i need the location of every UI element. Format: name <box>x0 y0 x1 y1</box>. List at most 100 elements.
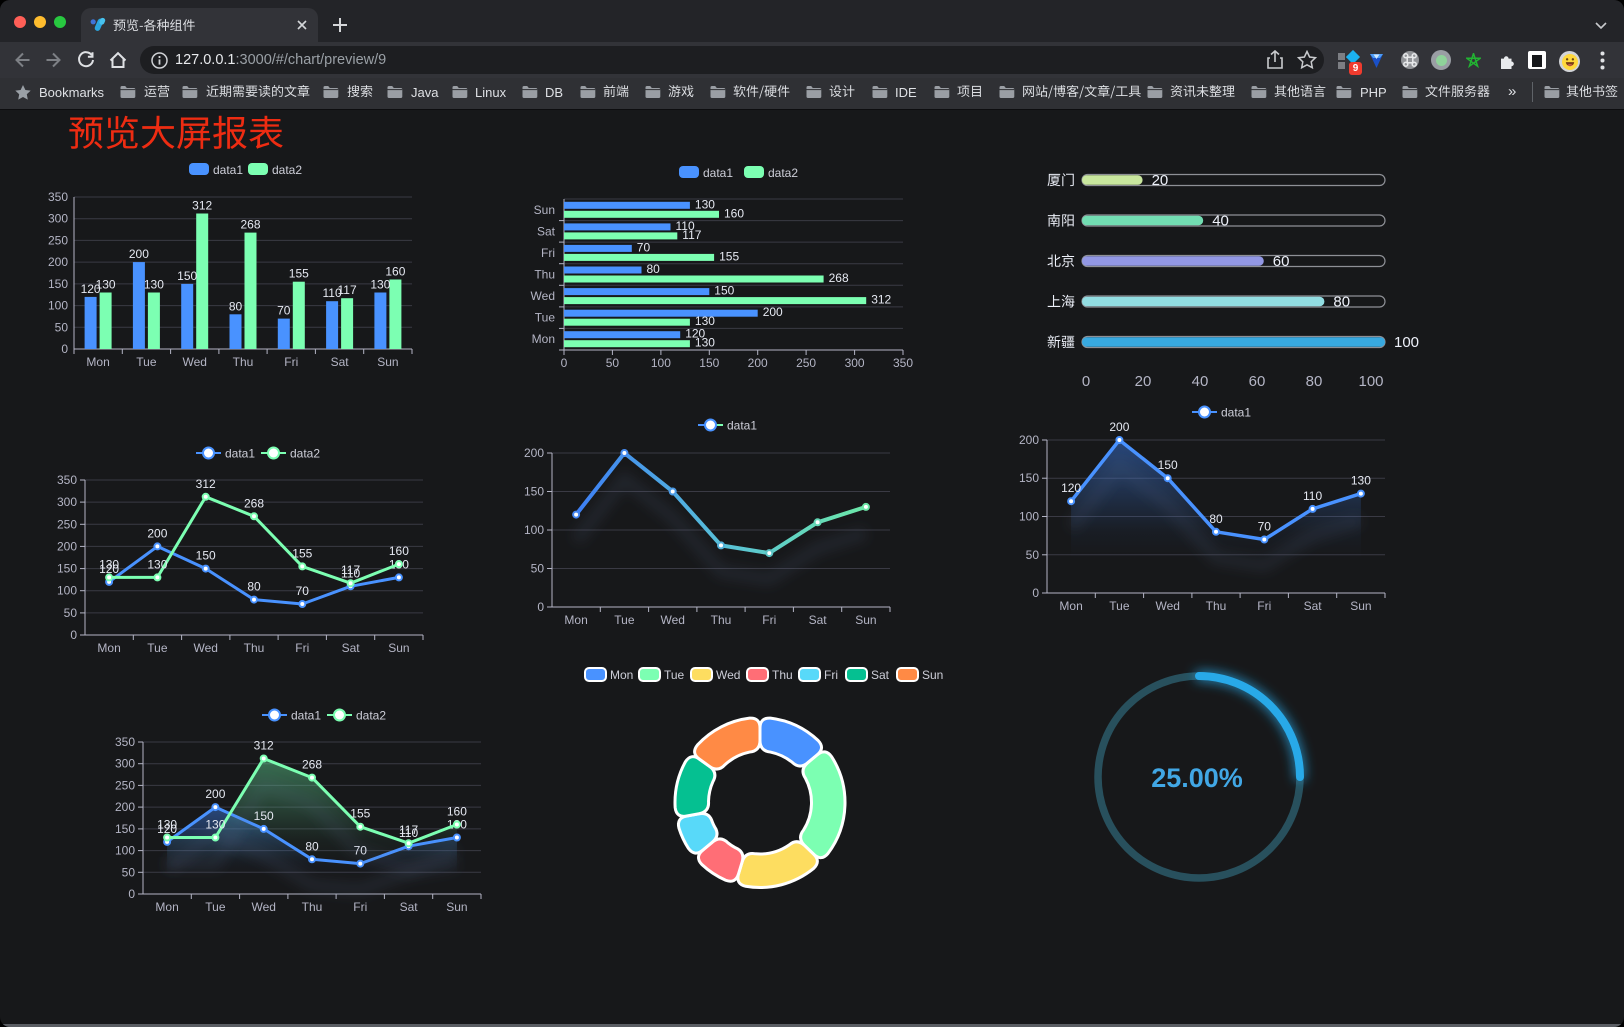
svg-text:Wed: Wed <box>193 641 217 655</box>
svg-text:Sat: Sat <box>1304 599 1323 613</box>
svg-text:312: 312 <box>871 293 891 307</box>
svg-text:Thu: Thu <box>302 900 323 914</box>
svg-text:data1: data1 <box>727 419 757 433</box>
svg-text:70: 70 <box>1258 520 1272 534</box>
svg-text:100: 100 <box>48 299 68 313</box>
svg-text:Fri: Fri <box>295 641 309 655</box>
svg-text:312: 312 <box>254 739 274 753</box>
svg-text:268: 268 <box>244 496 264 510</box>
svg-text:200: 200 <box>748 356 768 370</box>
svg-text:100: 100 <box>1394 334 1419 351</box>
svg-text:0: 0 <box>1032 586 1039 600</box>
svg-text:50: 50 <box>606 356 620 370</box>
svg-text:40: 40 <box>1192 373 1209 390</box>
svg-text:150: 150 <box>196 549 216 563</box>
svg-text:Tue: Tue <box>147 641 168 655</box>
svg-text:150: 150 <box>177 269 197 283</box>
svg-text:268: 268 <box>829 271 849 285</box>
svg-text:120: 120 <box>1061 481 1081 495</box>
svg-text:150: 150 <box>1158 458 1178 472</box>
svg-text:130: 130 <box>695 197 715 211</box>
svg-text:60: 60 <box>1273 253 1290 270</box>
svg-text:data2: data2 <box>290 447 320 461</box>
svg-text:200: 200 <box>1109 420 1129 434</box>
svg-text:Sat: Sat <box>331 355 350 369</box>
svg-text:Wed: Wed <box>716 668 740 682</box>
svg-text:200: 200 <box>205 787 225 801</box>
svg-text:120: 120 <box>99 562 119 576</box>
svg-text:160: 160 <box>447 805 467 819</box>
svg-text:Mon: Mon <box>610 668 633 682</box>
svg-text:Thu: Thu <box>244 641 265 655</box>
svg-text:60: 60 <box>1249 373 1266 390</box>
svg-text:data1: data1 <box>213 163 243 177</box>
svg-text:250: 250 <box>48 233 68 247</box>
svg-text:20: 20 <box>1152 172 1169 189</box>
svg-text:80: 80 <box>305 839 319 853</box>
svg-text:250: 250 <box>796 356 816 370</box>
svg-text:data1: data1 <box>703 166 733 180</box>
svg-text:Sun: Sun <box>855 613 876 627</box>
svg-text:data2: data2 <box>272 163 302 177</box>
svg-text:Fri: Fri <box>1257 599 1271 613</box>
svg-text:Sat: Sat <box>809 613 828 627</box>
svg-text:300: 300 <box>57 495 77 509</box>
svg-text:120: 120 <box>81 282 101 296</box>
svg-text:350: 350 <box>48 190 68 204</box>
svg-text:110: 110 <box>676 219 695 233</box>
svg-text:100: 100 <box>57 584 77 598</box>
svg-text:160: 160 <box>389 544 409 558</box>
svg-text:300: 300 <box>48 212 68 226</box>
svg-text:Sun: Sun <box>1350 599 1371 613</box>
svg-text:120: 120 <box>685 327 705 341</box>
svg-text:160: 160 <box>724 206 744 220</box>
svg-text:130: 130 <box>695 314 715 328</box>
svg-text:Mon: Mon <box>97 641 120 655</box>
svg-text:155: 155 <box>289 267 309 281</box>
svg-text:70: 70 <box>277 304 291 318</box>
svg-text:100: 100 <box>524 523 544 537</box>
svg-text:Mon: Mon <box>155 900 178 914</box>
svg-text:Tue: Tue <box>205 900 226 914</box>
svg-text:Sat: Sat <box>400 900 419 914</box>
svg-text:50: 50 <box>55 320 69 334</box>
svg-text:50: 50 <box>1026 548 1040 562</box>
svg-text:200: 200 <box>115 800 135 814</box>
svg-text:80: 80 <box>647 262 661 276</box>
svg-text:0: 0 <box>537 600 544 614</box>
svg-text:Tue: Tue <box>136 355 157 369</box>
svg-text:Thu: Thu <box>233 355 254 369</box>
svg-text:130: 130 <box>157 818 177 832</box>
svg-text:Wed: Wed <box>251 900 275 914</box>
svg-text:Sat: Sat <box>537 224 556 238</box>
svg-text:130: 130 <box>205 818 225 832</box>
svg-text:40: 40 <box>1212 213 1229 230</box>
svg-text:117: 117 <box>399 823 418 837</box>
svg-text:300: 300 <box>845 356 865 370</box>
svg-text:200: 200 <box>129 247 149 261</box>
svg-text:70: 70 <box>637 240 651 254</box>
svg-text:130: 130 <box>144 278 164 292</box>
svg-text:Wed: Wed <box>1155 599 1179 613</box>
svg-text:Tue: Tue <box>535 311 556 325</box>
svg-text:130: 130 <box>147 557 167 571</box>
svg-text:70: 70 <box>296 584 310 598</box>
svg-text:data2: data2 <box>768 166 798 180</box>
svg-text:Wed: Wed <box>531 289 555 303</box>
svg-text:110: 110 <box>399 826 418 840</box>
svg-text:Fri: Fri <box>762 613 776 627</box>
svg-text:268: 268 <box>240 218 260 232</box>
svg-text:150: 150 <box>714 284 734 298</box>
svg-text:200: 200 <box>1019 433 1039 447</box>
svg-text:100: 100 <box>115 844 135 858</box>
svg-text:Tue: Tue <box>614 613 635 627</box>
svg-text:50: 50 <box>122 865 136 879</box>
svg-text:Sun: Sun <box>922 668 943 682</box>
svg-text:200: 200 <box>763 305 783 319</box>
svg-text:350: 350 <box>893 356 913 370</box>
svg-text:155: 155 <box>350 807 370 821</box>
svg-text:Sat: Sat <box>342 641 361 655</box>
svg-text:200: 200 <box>48 255 68 269</box>
svg-text:data2: data2 <box>356 709 386 723</box>
svg-text:50: 50 <box>531 562 545 576</box>
